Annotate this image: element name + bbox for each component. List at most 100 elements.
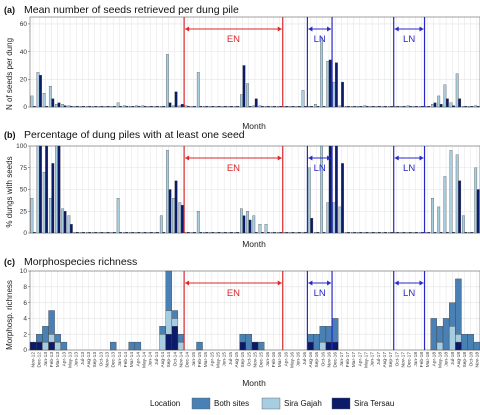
bar	[283, 232, 286, 234]
bar	[42, 341, 49, 351]
bar	[458, 180, 462, 234]
x-tick-label: Nov-18	[474, 352, 480, 368]
x-tick-label: Apr-14	[135, 352, 141, 367]
bar	[388, 232, 391, 234]
bar	[316, 232, 320, 234]
bar	[159, 215, 163, 234]
bar	[215, 232, 219, 234]
bar	[320, 145, 323, 234]
event-arrowhead	[308, 155, 313, 161]
x-tick-label: Oct-14	[172, 352, 178, 367]
bar	[217, 232, 221, 234]
bar	[242, 215, 246, 234]
bar	[61, 104, 65, 108]
bar	[344, 106, 348, 108]
bar	[461, 215, 465, 234]
bar	[239, 341, 246, 351]
event-label-en: EN	[227, 288, 240, 299]
bar	[116, 198, 120, 234]
bar	[236, 106, 240, 108]
bar	[267, 232, 270, 234]
bar	[334, 145, 338, 234]
event-label-en: EN	[227, 163, 240, 174]
bar	[137, 106, 141, 108]
bar	[171, 310, 179, 319]
bar	[270, 232, 274, 234]
bar	[375, 232, 379, 234]
x-tick-label: Jul-13	[80, 352, 86, 365]
bar	[36, 72, 40, 108]
x-tick-label: May-15	[216, 352, 222, 368]
bar	[408, 106, 412, 108]
bar	[455, 334, 462, 343]
bar	[36, 334, 43, 343]
bar	[248, 106, 252, 108]
x-tick-label: Aug-13	[86, 352, 92, 368]
x-tick-label: Mar-13	[55, 352, 61, 368]
bar	[57, 102, 61, 108]
bar	[104, 106, 108, 108]
y-tick-label: 4	[23, 316, 27, 323]
legend-swatch-sira-tersau	[331, 397, 351, 410]
bar	[168, 102, 172, 108]
x-tick-label: Jul-16	[302, 352, 308, 365]
bar	[32, 232, 36, 234]
bar	[464, 106, 468, 108]
bar	[406, 231, 410, 234]
bar	[322, 106, 326, 108]
x-tick-label: Feb-16	[271, 352, 277, 368]
bar	[30, 198, 34, 234]
bar	[314, 232, 317, 234]
bar	[63, 105, 67, 108]
bar	[193, 106, 196, 108]
bar	[251, 341, 259, 351]
bar	[76, 106, 79, 108]
y-tick-label: 6	[23, 300, 27, 307]
bar	[233, 232, 237, 234]
y-tick-label: 25	[20, 208, 28, 215]
panel-b-label: (b)	[4, 130, 16, 140]
bar	[365, 232, 369, 234]
bar	[211, 106, 215, 108]
bar	[221, 232, 225, 234]
bar	[313, 334, 320, 351]
panel-c-xlabel: Month	[242, 378, 266, 388]
bar	[48, 310, 55, 335]
x-tick-label: Aug-15	[234, 352, 240, 368]
bar	[67, 105, 71, 108]
event-label-en: EN	[227, 34, 240, 45]
bar	[347, 106, 351, 108]
bar	[100, 232, 104, 234]
bar	[162, 232, 166, 234]
bar	[449, 102, 453, 108]
bar	[57, 145, 61, 234]
bar	[295, 106, 299, 108]
panel-c-ylabel: Morphosp. richness	[5, 280, 14, 350]
bar	[100, 106, 104, 108]
bar	[357, 232, 360, 234]
bar	[396, 106, 400, 108]
panel-a-label: (a)	[4, 5, 15, 15]
bar	[359, 232, 363, 234]
bar	[147, 106, 151, 108]
bar	[45, 106, 49, 108]
bar	[261, 232, 264, 234]
x-tick-label: Nov-17	[400, 352, 406, 368]
bar	[162, 106, 166, 108]
bar	[215, 106, 219, 108]
bar	[455, 278, 462, 335]
panel-c: (c) Morphospecies richness Morphosp. ric…	[4, 256, 480, 388]
bar	[464, 232, 468, 234]
bar	[36, 341, 43, 351]
bar	[61, 208, 65, 234]
bar	[92, 232, 95, 234]
bar	[261, 106, 264, 108]
bar	[29, 341, 37, 351]
bar	[427, 106, 431, 108]
bar	[277, 106, 280, 108]
bar	[258, 105, 262, 108]
bar	[180, 104, 184, 108]
bar	[402, 106, 406, 108]
x-tick-label: May-16	[289, 352, 295, 368]
bar	[390, 106, 394, 108]
